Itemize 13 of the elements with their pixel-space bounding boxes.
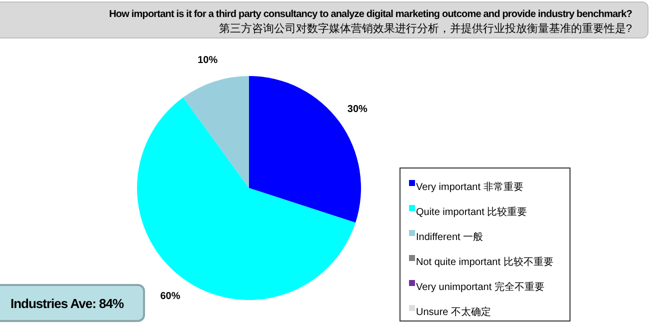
pie-slice	[183, 76, 249, 188]
data-label: 30%	[347, 104, 368, 115]
data-label: 60%	[160, 291, 180, 302]
legend-label: Indifferent 一般	[416, 232, 484, 243]
chart-subtitle: 第三方咨询公司对数字媒体营销效果进行分析，并提供行业投放衡量基准的重要性是?	[218, 22, 632, 35]
text: Industries Ave: 84%	[10, 296, 124, 311]
legend-label: Very important 非常重要	[416, 181, 524, 193]
legend-label: Quite important 比较重要	[416, 206, 528, 218]
chart-title: How important is it for a third party consultancy to analyze digital marketing outcome and provide industry benchmark?	[109, 9, 632, 20]
legend-label: Not quite important 比较不重要	[416, 256, 554, 268]
data-label: 10%	[198, 55, 218, 66]
legend-label: Unsure 不太确定	[416, 306, 492, 318]
legend-label: Very unimportant 完全不重要	[416, 281, 544, 293]
